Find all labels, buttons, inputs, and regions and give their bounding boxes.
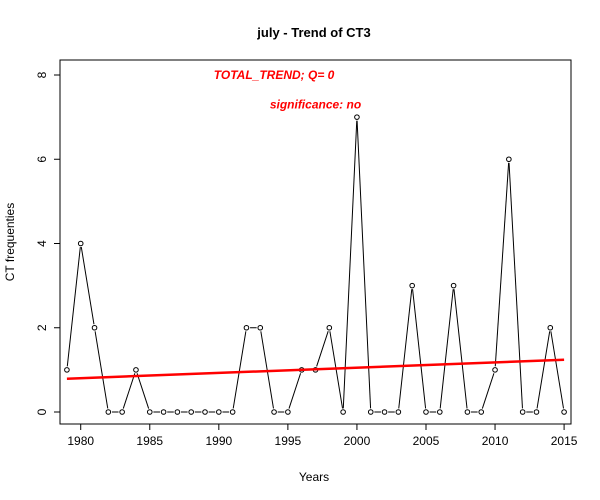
data-point-2011	[506, 156, 512, 163]
trend-line	[66, 358, 565, 380]
y-axis: 0 2 4 6 8	[35, 71, 60, 415]
data-point-1998	[326, 324, 333, 331]
data-point-2004	[409, 282, 415, 289]
series-segment	[288, 373, 302, 409]
trend-line-group	[66, 358, 565, 380]
x-tick-label-1990: 1990	[205, 434, 232, 448]
data-point-2009	[478, 409, 485, 415]
series-segment	[439, 289, 454, 409]
y-tick-label-8: 8	[35, 71, 49, 78]
data-point-2005	[423, 409, 429, 415]
y-tick-label-6: 6	[35, 156, 49, 163]
series-segment	[550, 331, 565, 409]
data-point-2015	[561, 409, 567, 415]
data-point-2010	[492, 367, 498, 373]
series-segment	[342, 120, 358, 409]
data-point-2008	[464, 409, 471, 415]
data-point-2003	[395, 409, 402, 415]
series-segment	[412, 289, 427, 409]
series-segment	[481, 373, 495, 409]
x-tick-label-1985: 1985	[136, 434, 163, 448]
series-segment	[66, 247, 81, 367]
data-point-2006	[436, 409, 443, 415]
x-axis: 1980 1985 1990 1995 2000 2005 2010 2015	[67, 423, 578, 448]
data-point-1994	[271, 409, 277, 415]
x-tick-label-2010: 2010	[482, 434, 509, 448]
annotation-significance: significance: no	[270, 97, 361, 111]
series-segment	[356, 120, 372, 409]
annotation-total_trend: TOTAL_TREND; Q= 0	[214, 68, 335, 82]
y-tick-label-2: 2	[35, 324, 49, 331]
x-axis-label: Years	[299, 470, 329, 484]
data-point-1992	[243, 324, 250, 331]
series-segment	[136, 373, 150, 409]
series-segment	[398, 289, 413, 409]
series-segment	[94, 331, 109, 409]
data-point-2007	[450, 282, 457, 289]
data-point-1983	[119, 409, 125, 415]
x-tick-label-2015: 2015	[551, 434, 578, 448]
data-point-1989	[202, 409, 208, 415]
chart-title: july - Trend of CT3	[256, 25, 370, 40]
series-segment	[536, 331, 551, 409]
data-point-1981	[91, 324, 98, 331]
data-point-2014	[547, 324, 554, 331]
data-point-2012	[519, 409, 526, 415]
data-point-2001	[367, 409, 374, 415]
data-point-2000	[354, 114, 360, 120]
series-segment	[232, 331, 247, 409]
annotations: TOTAL_TREND; Q= 0 significance: no	[214, 68, 361, 111]
data-point-1991	[229, 409, 236, 415]
series-segment	[494, 162, 510, 367]
y-axis-label: CT frequenties	[3, 203, 17, 282]
y-tick-label-0: 0	[35, 408, 49, 415]
data-point-1987	[174, 409, 181, 415]
series-segment	[122, 373, 136, 409]
data-point-2002	[381, 409, 388, 415]
data-point-1995	[285, 409, 291, 415]
data-point-1982	[105, 409, 112, 415]
data-point-1988	[188, 409, 195, 415]
series-segment	[80, 246, 95, 325]
y-tick-label-4: 4	[35, 240, 49, 247]
series-segment	[329, 331, 344, 409]
data-point-1993	[257, 324, 264, 331]
x-tick-label-1995: 1995	[275, 434, 302, 448]
data-series	[64, 114, 567, 415]
data-point-2013	[533, 409, 540, 415]
data-point-1986	[160, 409, 167, 415]
data-point-1980	[77, 240, 84, 247]
series-segment	[453, 289, 468, 409]
series-segment	[508, 162, 523, 409]
data-point-1984	[133, 367, 139, 373]
series-segment	[316, 331, 329, 367]
data-point-1985	[146, 409, 153, 415]
data-point-1990	[216, 409, 222, 415]
data-point-1979	[64, 367, 70, 373]
x-tick-label-2005: 2005	[413, 434, 440, 448]
x-tick-label-1980: 1980	[67, 434, 94, 448]
data-point-1999	[340, 409, 346, 415]
x-tick-label-2000: 2000	[344, 434, 371, 448]
